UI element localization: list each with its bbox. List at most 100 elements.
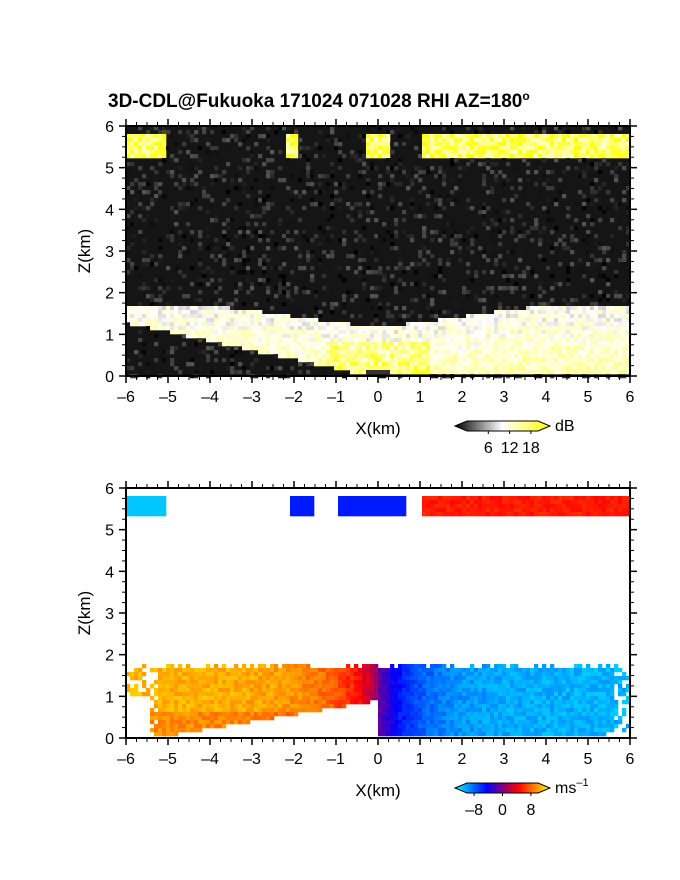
heatmap-cell (482, 138, 487, 143)
heatmap-cell (350, 314, 355, 319)
heatmap-cell (362, 684, 367, 689)
heatmap-cell (258, 334, 263, 339)
heatmap-cell (202, 322, 207, 327)
heatmap-cell (142, 138, 147, 143)
heatmap-cell (338, 688, 343, 693)
heatmap-cell (582, 330, 587, 335)
heatmap-cell (306, 174, 311, 179)
heatmap-cell (458, 512, 463, 517)
heatmap-cell (366, 202, 371, 207)
heatmap-cell (246, 134, 251, 139)
heatmap-cell (446, 700, 451, 705)
heatmap-cell (438, 262, 443, 267)
heatmap-cell (450, 354, 455, 359)
heatmap-cell (490, 322, 495, 327)
heatmap-cell (610, 142, 615, 147)
heatmap-cell (426, 170, 431, 175)
heatmap-cell (222, 704, 227, 709)
heatmap-cell (398, 266, 403, 271)
heatmap-cell (486, 130, 491, 135)
heatmap-cell (586, 234, 591, 239)
heatmap-cell (222, 222, 227, 227)
heatmap-cell (494, 342, 499, 347)
heatmap-cell (402, 314, 407, 319)
heatmap-cell (410, 198, 415, 203)
heatmap-cell (350, 254, 355, 259)
heatmap-cell (522, 362, 527, 367)
heatmap-cell (474, 342, 479, 347)
heatmap-cell (454, 238, 459, 243)
heatmap-cell (410, 688, 415, 693)
heatmap-cell (350, 218, 355, 223)
heatmap-cell (538, 242, 543, 247)
heatmap-cell (530, 366, 535, 371)
heatmap-cell (426, 504, 431, 509)
heatmap-cell (566, 158, 571, 163)
heatmap-cell (254, 166, 259, 171)
heatmap-cell (522, 358, 527, 363)
heatmap-cell (498, 266, 503, 271)
heatmap-cell (254, 230, 259, 235)
heatmap-cell (550, 342, 555, 347)
heatmap-cell (238, 362, 243, 367)
heatmap-cell (178, 254, 183, 259)
heatmap-cell (358, 326, 363, 331)
heatmap-cell (162, 310, 167, 315)
heatmap-cell (622, 310, 627, 315)
heatmap-cell (582, 346, 587, 351)
heatmap-cell (434, 334, 439, 339)
heatmap-cell (202, 724, 207, 729)
heatmap-cell (286, 138, 291, 143)
heatmap-cell (202, 350, 207, 355)
heatmap-cell (382, 504, 387, 509)
heatmap-cell (282, 334, 287, 339)
heatmap-cell (382, 680, 387, 685)
heatmap-cell (298, 154, 303, 159)
heatmap-cell (458, 350, 463, 355)
heatmap-cell (250, 712, 255, 717)
heatmap-cell (182, 696, 187, 701)
heatmap-cell (310, 704, 315, 709)
heatmap-cell (142, 218, 147, 223)
heatmap-cell (310, 274, 315, 279)
heatmap-cell (222, 170, 227, 175)
heatmap-cell (534, 326, 539, 331)
heatmap-cell (358, 680, 363, 685)
heatmap-cell (534, 322, 539, 327)
heatmap-cell (510, 290, 515, 295)
heatmap-cell (210, 680, 215, 685)
heatmap-cell (578, 258, 583, 263)
heatmap-cell (246, 210, 251, 215)
heatmap-cell (338, 158, 343, 163)
heatmap-cell (350, 700, 355, 705)
heatmap-cell (342, 362, 347, 367)
heatmap-cell (478, 350, 483, 355)
heatmap-cell (182, 322, 187, 327)
heatmap-cell (418, 684, 423, 689)
heatmap-cell (306, 676, 311, 681)
heatmap-cell (438, 704, 443, 709)
heatmap-cell (454, 318, 459, 323)
heatmap-cell (530, 334, 535, 339)
heatmap-cell (534, 138, 539, 143)
doppler-velocity-plot-area (125, 487, 631, 739)
heatmap-cell (262, 266, 267, 271)
heatmap-cell (618, 346, 623, 351)
heatmap-cell (374, 512, 379, 517)
heatmap-cell (442, 700, 447, 705)
heatmap-cell (358, 366, 363, 371)
heatmap-cell (614, 346, 619, 351)
heatmap-cell (334, 322, 339, 327)
heatmap-cell (382, 330, 387, 335)
heatmap-cell (442, 150, 447, 155)
heatmap-cell (174, 346, 179, 351)
heatmap-cell (394, 668, 399, 673)
heatmap-cell (182, 704, 187, 709)
heatmap-cell (330, 362, 335, 367)
heatmap-cell (310, 680, 315, 685)
heatmap-cell (130, 366, 135, 371)
heatmap-cell (262, 346, 267, 351)
heatmap-cell (542, 362, 547, 367)
heatmap-cell (398, 314, 403, 319)
heatmap-cell (194, 370, 199, 375)
